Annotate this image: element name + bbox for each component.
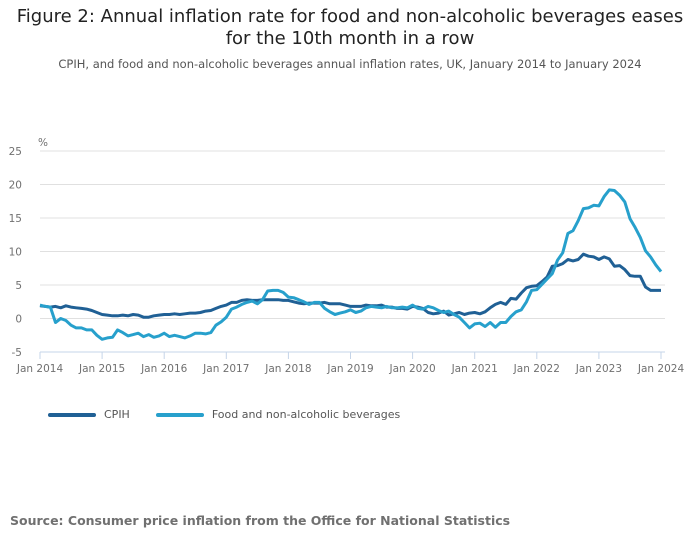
x-tick-label: Jan 2016: [140, 363, 188, 375]
chart-title-line-1: Figure 2: Annual inflation rate for food…: [16, 6, 684, 27]
legend-item-food: Food and non-alcoholic beverages: [155, 408, 401, 421]
legend-swatch-cpih: [48, 412, 96, 417]
y-tick-label: 25: [9, 146, 22, 158]
series-line-food: [39, 188, 663, 341]
x-tick-label: Jan 2023: [575, 363, 622, 375]
x-tick-label: Jan 2021: [451, 363, 498, 375]
y-tick-label: 10: [9, 247, 22, 259]
line-chart: % 25 20 15 10 5 0 -5 Jan 2014 Jan 2015 Jan 2016 Ja…: [9, 137, 685, 375]
legend-item-cpih: CPIH: [48, 408, 130, 421]
y-tick-label: 0: [15, 314, 22, 326]
x-tick-label: Jan 2022: [513, 363, 560, 375]
y-tick-label: 5: [15, 280, 22, 292]
y-tick-label: 15: [9, 213, 22, 225]
y-tick-label: 20: [9, 180, 22, 192]
source-note: Source: Consumer price inflation from th…: [10, 513, 511, 528]
chart-subtitle: CPIH, and food and non-alcoholic beverag…: [58, 57, 642, 71]
y-axis-label: %: [38, 137, 48, 149]
x-tick-label: Jan 2015: [78, 363, 125, 375]
chart-title: Figure 2: Annual inflation rate for food…: [0, 6, 700, 50]
chart-title-line-2: for the 10th month in a row: [225, 28, 475, 49]
x-tick-label: Jan 2020: [388, 363, 435, 375]
x-tick-label: Jan 2019: [326, 363, 373, 375]
x-tick-label: Jan 2014: [16, 363, 64, 375]
x-tick-label: Jan 2024: [637, 363, 685, 375]
legend: CPIH Food and non-alcoholic beverages: [48, 408, 400, 421]
x-tick-label: Jan 2017: [202, 363, 249, 375]
x-tick-label: Jan 2018: [264, 363, 311, 375]
series-line-cpih: [39, 252, 661, 319]
y-tick-label: -5: [12, 347, 22, 359]
legend-label-food: Food and non-alcoholic beverages: [211, 408, 401, 421]
legend-label-cpih: CPIH: [104, 408, 130, 421]
legend-swatch-food: [155, 412, 204, 417]
